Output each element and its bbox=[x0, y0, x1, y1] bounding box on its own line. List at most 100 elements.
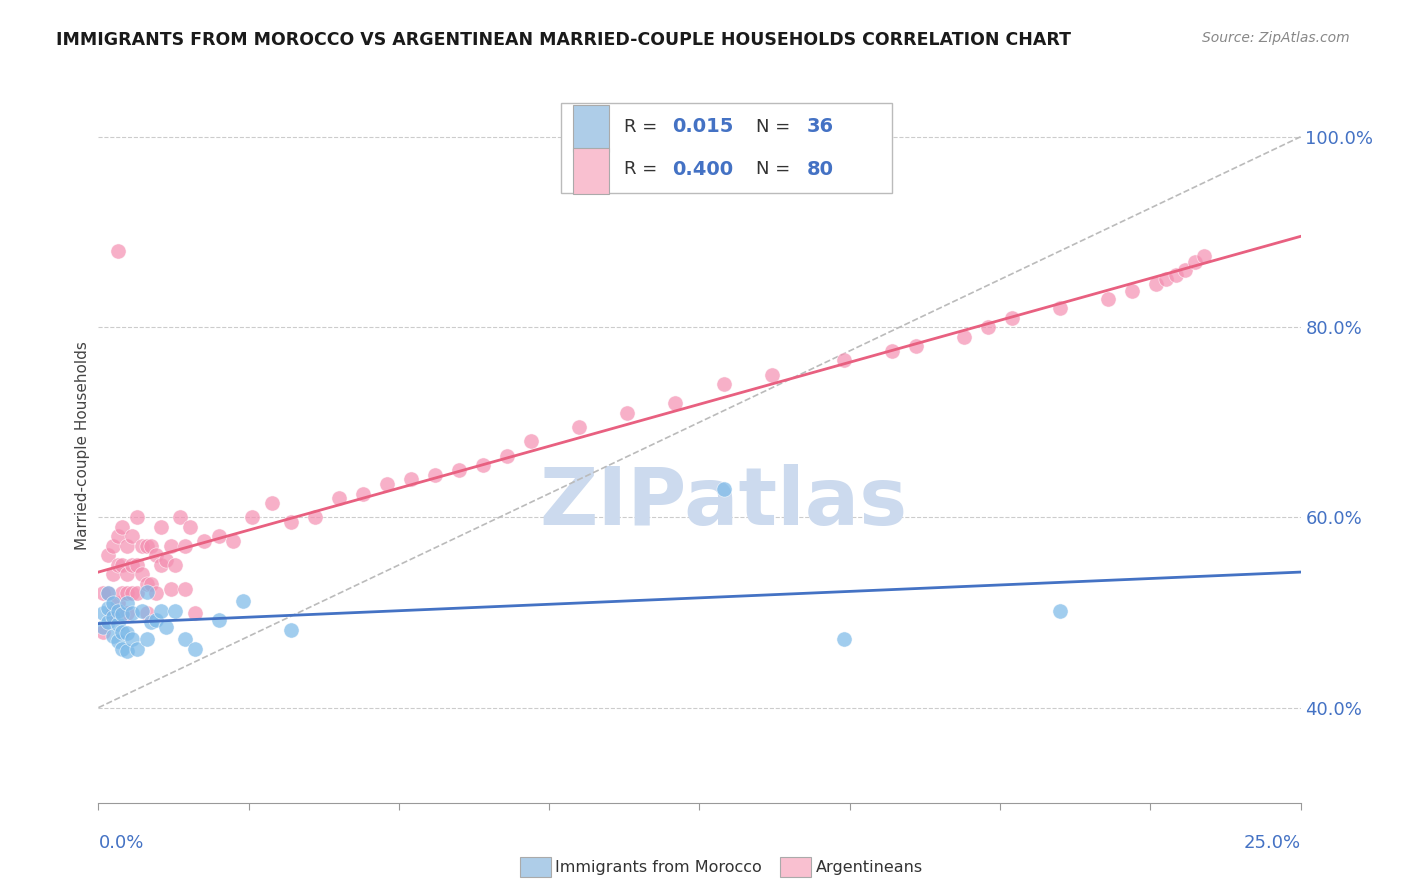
Point bbox=[165, 558, 187, 572]
Point bbox=[155, 620, 177, 634]
Text: N =: N = bbox=[756, 118, 796, 136]
Text: N =: N = bbox=[756, 161, 796, 178]
Point bbox=[125, 586, 148, 600]
Point bbox=[159, 539, 181, 553]
Point bbox=[664, 396, 686, 410]
Point bbox=[91, 586, 114, 600]
Point bbox=[91, 624, 114, 639]
Point bbox=[169, 510, 191, 524]
Point bbox=[165, 604, 187, 618]
Point bbox=[125, 641, 148, 656]
Point bbox=[304, 510, 326, 524]
Point bbox=[240, 510, 263, 524]
Point bbox=[399, 472, 422, 486]
Text: Argentineans: Argentineans bbox=[815, 860, 922, 874]
Point bbox=[616, 406, 638, 420]
Text: 36: 36 bbox=[807, 117, 834, 136]
Point bbox=[1164, 268, 1187, 282]
Point bbox=[121, 529, 143, 543]
Point bbox=[131, 604, 153, 618]
Point bbox=[107, 529, 129, 543]
Point bbox=[472, 458, 495, 472]
Text: 0.015: 0.015 bbox=[672, 117, 733, 136]
Point bbox=[447, 463, 470, 477]
Point bbox=[107, 616, 129, 631]
Text: R =: R = bbox=[624, 161, 662, 178]
Point bbox=[179, 520, 201, 534]
Point bbox=[260, 496, 283, 510]
Point bbox=[121, 558, 143, 572]
Point bbox=[880, 343, 903, 358]
Point bbox=[145, 613, 167, 627]
Y-axis label: Married-couple Households: Married-couple Households bbox=[75, 342, 90, 550]
Point bbox=[149, 520, 172, 534]
Point bbox=[131, 567, 153, 582]
Point bbox=[1049, 301, 1071, 315]
Point bbox=[121, 632, 143, 647]
Point bbox=[280, 515, 302, 529]
Point bbox=[97, 586, 120, 600]
Point bbox=[111, 586, 134, 600]
Point bbox=[1001, 310, 1024, 325]
Point bbox=[568, 420, 591, 434]
Point bbox=[117, 643, 139, 657]
Point bbox=[1194, 249, 1216, 263]
Point bbox=[97, 615, 120, 629]
Text: Immigrants from Morocco: Immigrants from Morocco bbox=[555, 860, 762, 874]
Text: 0.400: 0.400 bbox=[672, 160, 733, 179]
Point bbox=[141, 577, 163, 591]
Point bbox=[713, 377, 735, 392]
Point bbox=[135, 584, 157, 599]
Point bbox=[1144, 277, 1167, 292]
Point bbox=[135, 606, 157, 620]
Point bbox=[155, 553, 177, 567]
Point bbox=[117, 606, 139, 620]
Point bbox=[1049, 604, 1071, 618]
Text: R =: R = bbox=[624, 118, 662, 136]
Point bbox=[107, 244, 129, 258]
Point bbox=[423, 467, 446, 482]
Point bbox=[101, 539, 124, 553]
Text: 0.0%: 0.0% bbox=[98, 834, 143, 852]
Point bbox=[125, 510, 148, 524]
Point bbox=[375, 477, 398, 491]
Point bbox=[91, 620, 114, 634]
Point bbox=[101, 629, 124, 643]
Text: 80: 80 bbox=[807, 160, 834, 179]
Text: ZIPatlas: ZIPatlas bbox=[540, 464, 908, 542]
Point bbox=[117, 596, 139, 610]
Point bbox=[135, 632, 157, 647]
Point bbox=[280, 623, 302, 637]
Point bbox=[117, 586, 139, 600]
Point bbox=[977, 320, 1000, 334]
Point bbox=[107, 558, 129, 572]
Point bbox=[832, 632, 855, 647]
Text: 25.0%: 25.0% bbox=[1243, 834, 1301, 852]
Point bbox=[1154, 272, 1177, 286]
Text: IMMIGRANTS FROM MOROCCO VS ARGENTINEAN MARRIED-COUPLE HOUSEHOLDS CORRELATION CHA: IMMIGRANTS FROM MOROCCO VS ARGENTINEAN M… bbox=[56, 31, 1071, 49]
Point bbox=[145, 549, 167, 563]
Point bbox=[953, 329, 976, 343]
Point bbox=[141, 539, 163, 553]
Point bbox=[183, 641, 205, 656]
Point bbox=[904, 339, 927, 353]
Point bbox=[91, 606, 114, 620]
Point bbox=[121, 606, 143, 620]
Point bbox=[101, 606, 124, 620]
Point bbox=[208, 529, 231, 543]
Point bbox=[761, 368, 783, 382]
Point bbox=[125, 558, 148, 572]
Bar bbox=[574, 148, 609, 194]
Point bbox=[107, 604, 129, 618]
Point bbox=[145, 586, 167, 600]
Point bbox=[121, 586, 143, 600]
Point bbox=[135, 577, 157, 591]
Point bbox=[97, 549, 120, 563]
Point bbox=[159, 582, 181, 596]
Point bbox=[232, 594, 254, 608]
Point bbox=[174, 539, 197, 553]
Point bbox=[1121, 284, 1143, 298]
Point bbox=[174, 632, 197, 647]
Point bbox=[149, 558, 172, 572]
Point bbox=[107, 596, 129, 610]
